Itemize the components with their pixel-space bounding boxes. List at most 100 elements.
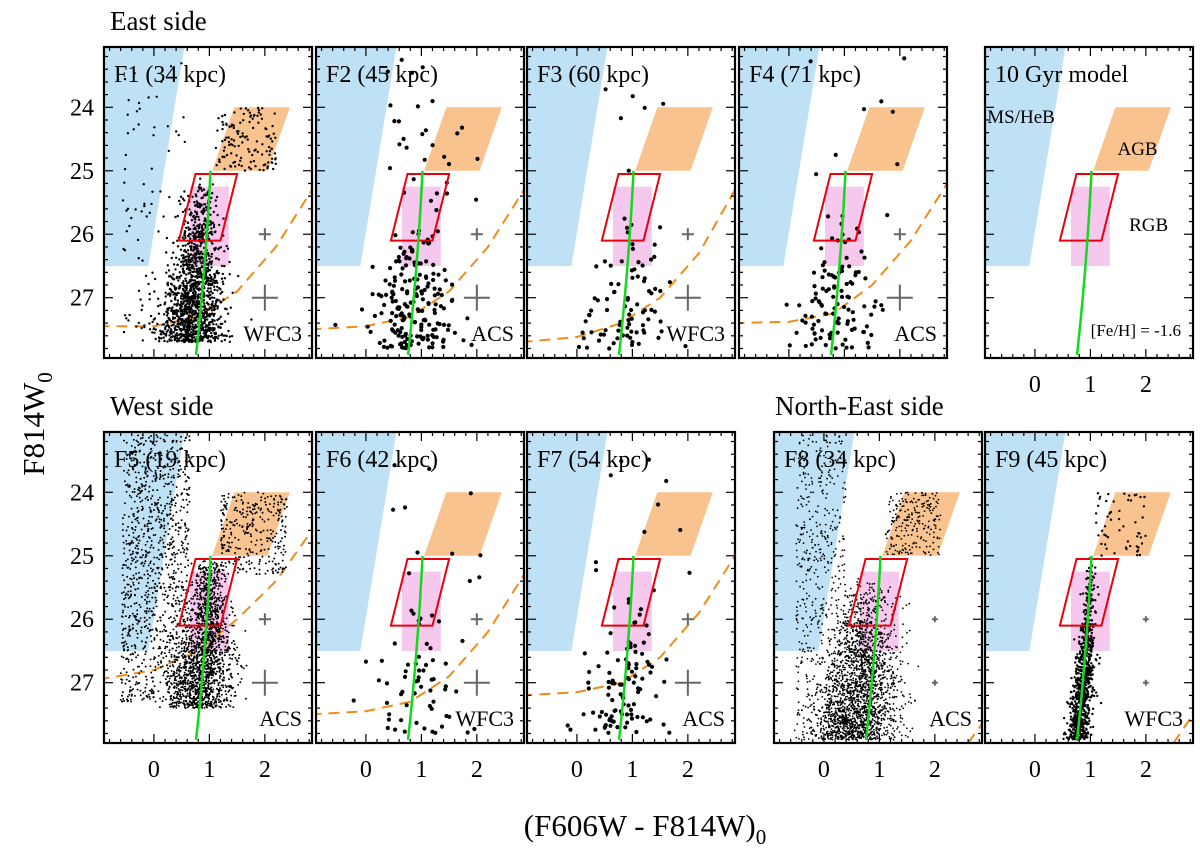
star bbox=[198, 231, 201, 234]
star bbox=[210, 309, 214, 312]
star bbox=[218, 160, 221, 164]
star bbox=[629, 329, 634, 334]
panel-frame bbox=[314, 45, 526, 360]
star bbox=[430, 345, 435, 350]
star bbox=[192, 336, 195, 339]
star bbox=[187, 226, 190, 229]
star bbox=[398, 342, 403, 347]
star bbox=[274, 162, 277, 165]
star bbox=[200, 250, 203, 253]
star bbox=[138, 107, 141, 111]
star bbox=[608, 263, 613, 268]
star bbox=[646, 317, 651, 322]
star bbox=[274, 157, 277, 160]
star bbox=[580, 330, 585, 335]
star bbox=[846, 307, 851, 312]
star bbox=[165, 236, 169, 240]
star bbox=[211, 318, 214, 321]
star bbox=[229, 306, 232, 309]
star bbox=[185, 289, 188, 292]
star bbox=[179, 195, 183, 198]
star bbox=[850, 310, 855, 315]
star bbox=[177, 133, 180, 137]
star bbox=[188, 263, 191, 266]
star bbox=[443, 278, 448, 283]
star bbox=[257, 108, 261, 112]
star bbox=[233, 160, 237, 164]
star bbox=[169, 328, 173, 331]
x-axis-label-main: (F606W - F814W) bbox=[524, 808, 756, 843]
star bbox=[209, 290, 213, 293]
star bbox=[147, 96, 150, 99]
star bbox=[840, 342, 845, 347]
star bbox=[212, 314, 215, 318]
star bbox=[232, 139, 236, 142]
star bbox=[247, 166, 251, 169]
star bbox=[365, 324, 370, 329]
star bbox=[474, 197, 479, 202]
star bbox=[207, 254, 210, 257]
star bbox=[437, 287, 442, 292]
star bbox=[228, 125, 231, 128]
star bbox=[428, 198, 434, 203]
star bbox=[594, 264, 599, 269]
star bbox=[604, 307, 610, 313]
star bbox=[410, 230, 415, 235]
ms-heb-region bbox=[104, 47, 185, 266]
star bbox=[176, 245, 180, 248]
star bbox=[630, 275, 635, 280]
star bbox=[212, 223, 216, 226]
star bbox=[180, 294, 183, 298]
star bbox=[189, 237, 192, 240]
ms-heb-region bbox=[527, 47, 608, 266]
star bbox=[370, 292, 375, 297]
star bbox=[245, 135, 248, 138]
panel-title: F3 (60 kpc) bbox=[537, 62, 649, 88]
star bbox=[388, 103, 393, 108]
star bbox=[200, 235, 203, 238]
star bbox=[181, 323, 184, 327]
star bbox=[177, 320, 180, 324]
star bbox=[175, 314, 178, 317]
star bbox=[201, 212, 205, 215]
ticks bbox=[739, 47, 947, 358]
star bbox=[388, 318, 393, 323]
star bbox=[188, 324, 191, 327]
star bbox=[196, 249, 200, 253]
star bbox=[165, 310, 168, 313]
star bbox=[849, 345, 855, 350]
star bbox=[164, 334, 168, 337]
star bbox=[431, 334, 436, 339]
star bbox=[126, 132, 130, 135]
panel-f4: F4 (71 kpc)ACS bbox=[737, 45, 949, 360]
star bbox=[209, 277, 212, 280]
star bbox=[175, 308, 178, 312]
star bbox=[879, 99, 884, 104]
star bbox=[194, 204, 197, 207]
star bbox=[152, 327, 155, 331]
star bbox=[191, 303, 194, 306]
star bbox=[183, 263, 187, 267]
star bbox=[193, 232, 196, 235]
star bbox=[839, 288, 844, 293]
star bbox=[184, 234, 187, 237]
star bbox=[885, 213, 890, 218]
panel-frame bbox=[525, 45, 737, 360]
star bbox=[187, 329, 191, 332]
star bbox=[211, 326, 214, 330]
star bbox=[195, 215, 198, 218]
star bbox=[167, 329, 170, 332]
star bbox=[179, 248, 183, 251]
star bbox=[188, 302, 191, 306]
star bbox=[432, 293, 437, 298]
star bbox=[210, 230, 213, 234]
star bbox=[202, 305, 205, 308]
star bbox=[452, 330, 457, 335]
star bbox=[833, 152, 838, 157]
star bbox=[218, 317, 221, 320]
star bbox=[842, 304, 847, 310]
star bbox=[191, 270, 195, 274]
star bbox=[179, 335, 182, 338]
star bbox=[228, 273, 231, 276]
star bbox=[230, 125, 233, 128]
